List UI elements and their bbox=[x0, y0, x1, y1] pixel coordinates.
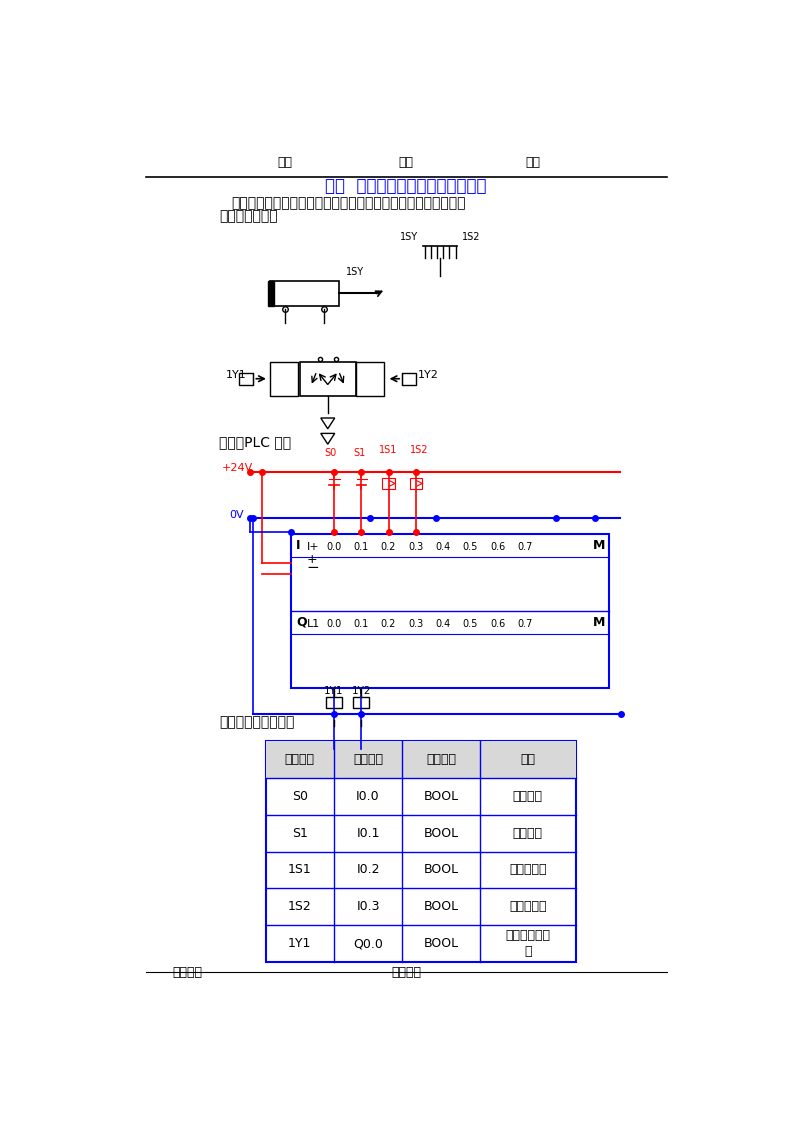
Text: 0.6: 0.6 bbox=[490, 542, 505, 552]
Text: 1SY: 1SY bbox=[400, 232, 418, 242]
Text: 1Y1: 1Y1 bbox=[324, 686, 343, 696]
Text: 0.7: 0.7 bbox=[517, 619, 533, 629]
Text: 0.3: 0.3 bbox=[408, 542, 423, 552]
Text: L1: L1 bbox=[307, 619, 320, 629]
Text: 1Y2: 1Y2 bbox=[418, 370, 439, 380]
Bar bbox=[355, 361, 384, 396]
Text: −: − bbox=[307, 560, 320, 576]
Text: 1Y1: 1Y1 bbox=[288, 937, 312, 950]
Text: 0.6: 0.6 bbox=[490, 619, 505, 629]
Text: M: M bbox=[593, 616, 605, 629]
Text: 按启动按钮双作用气缸连续往复运动，按停止按钮，停止运动。: 按启动按钮双作用气缸连续往复运动，按停止按钮，停止运动。 bbox=[231, 196, 465, 210]
Bar bbox=[354, 697, 369, 708]
Text: 类据类型: 类据类型 bbox=[426, 753, 456, 765]
Text: +24V: +24V bbox=[221, 463, 253, 473]
Text: 停止按钮: 停止按钮 bbox=[513, 827, 542, 839]
Bar bbox=[270, 280, 339, 305]
Text: 换向阀电磁线
圈: 换向阀电磁线 圈 bbox=[505, 929, 550, 958]
Text: 1Y1: 1Y1 bbox=[225, 370, 246, 380]
Text: 说明: 说明 bbox=[520, 753, 535, 765]
Text: 0.3: 0.3 bbox=[408, 619, 423, 629]
Bar bbox=[300, 361, 355, 396]
Text: 0.0: 0.0 bbox=[327, 619, 342, 629]
Text: BOOL: BOOL bbox=[423, 790, 458, 802]
Text: 0.7: 0.7 bbox=[517, 542, 533, 552]
Text: Q: Q bbox=[296, 616, 307, 629]
Polygon shape bbox=[321, 433, 335, 444]
Text: 0.1: 0.1 bbox=[354, 542, 369, 552]
Text: 0.0: 0.0 bbox=[327, 542, 342, 552]
Text: S0: S0 bbox=[292, 790, 308, 802]
Polygon shape bbox=[321, 419, 335, 429]
Bar bbox=[270, 361, 298, 396]
Text: 符号地址: 符号地址 bbox=[285, 753, 315, 765]
Text: 0V: 0V bbox=[229, 509, 244, 519]
Text: 参考首选: 参考首选 bbox=[391, 966, 421, 978]
Text: 1S2: 1S2 bbox=[288, 901, 312, 913]
Text: 例六  双作用气缸连续往复运动控制: 例六 双作用气缸连续往复运动控制 bbox=[325, 176, 487, 195]
Text: 专注: 专注 bbox=[526, 156, 541, 168]
Bar bbox=[268, 280, 274, 305]
Bar bbox=[326, 697, 342, 708]
Text: BOOL: BOOL bbox=[423, 864, 458, 876]
Bar bbox=[402, 373, 416, 385]
Text: 0.5: 0.5 bbox=[462, 619, 478, 629]
Text: 0.1: 0.1 bbox=[354, 619, 369, 629]
Text: 0.4: 0.4 bbox=[435, 619, 450, 629]
Text: 1SY: 1SY bbox=[346, 267, 364, 277]
Text: 1S1: 1S1 bbox=[288, 864, 312, 876]
Text: 启动按钮: 启动按钮 bbox=[513, 790, 542, 802]
Text: BOOL: BOOL bbox=[423, 937, 458, 950]
Text: S1: S1 bbox=[354, 448, 366, 458]
Bar bbox=[410, 478, 422, 489]
Text: 0.4: 0.4 bbox=[435, 542, 450, 552]
Text: 0.2: 0.2 bbox=[381, 619, 396, 629]
Text: 1S2: 1S2 bbox=[462, 232, 481, 242]
Bar bbox=[291, 533, 609, 688]
Text: 位置传感器: 位置传感器 bbox=[509, 864, 546, 876]
Text: I+: I+ bbox=[307, 542, 320, 552]
Text: 0.2: 0.2 bbox=[381, 542, 396, 552]
Text: 专业: 专业 bbox=[278, 156, 293, 168]
Text: S0: S0 bbox=[324, 448, 336, 458]
Text: 1S2: 1S2 bbox=[411, 445, 429, 454]
Text: 专心: 专心 bbox=[399, 156, 413, 168]
Text: 位置传感器: 位置传感器 bbox=[509, 901, 546, 913]
Text: I0.0: I0.0 bbox=[356, 790, 380, 802]
Text: 绝对地址: 绝对地址 bbox=[353, 753, 383, 765]
Text: I: I bbox=[296, 539, 301, 552]
Bar bbox=[266, 741, 576, 778]
Text: （一）气控回路: （一）气控回路 bbox=[219, 209, 278, 223]
Bar bbox=[266, 741, 576, 963]
Text: I0.2: I0.2 bbox=[356, 864, 380, 876]
Bar bbox=[382, 478, 395, 489]
Text: S1: S1 bbox=[292, 827, 308, 839]
Text: +: + bbox=[307, 553, 317, 565]
Text: I0.3: I0.3 bbox=[356, 901, 380, 913]
Text: （三）定义符号地址: （三）定义符号地址 bbox=[219, 715, 295, 729]
Text: Q0.0: Q0.0 bbox=[353, 937, 383, 950]
Text: 1Y2: 1Y2 bbox=[351, 686, 371, 696]
Text: BOOL: BOOL bbox=[423, 901, 458, 913]
Text: （二）PLC 接线: （二）PLC 接线 bbox=[219, 435, 291, 449]
Text: M: M bbox=[593, 539, 605, 552]
Text: 专业资料: 专业资料 bbox=[173, 966, 203, 978]
Bar bbox=[239, 373, 253, 385]
Text: 1S1: 1S1 bbox=[379, 445, 398, 454]
Text: BOOL: BOOL bbox=[423, 827, 458, 839]
Text: I0.1: I0.1 bbox=[356, 827, 380, 839]
Text: 0.5: 0.5 bbox=[462, 542, 478, 552]
